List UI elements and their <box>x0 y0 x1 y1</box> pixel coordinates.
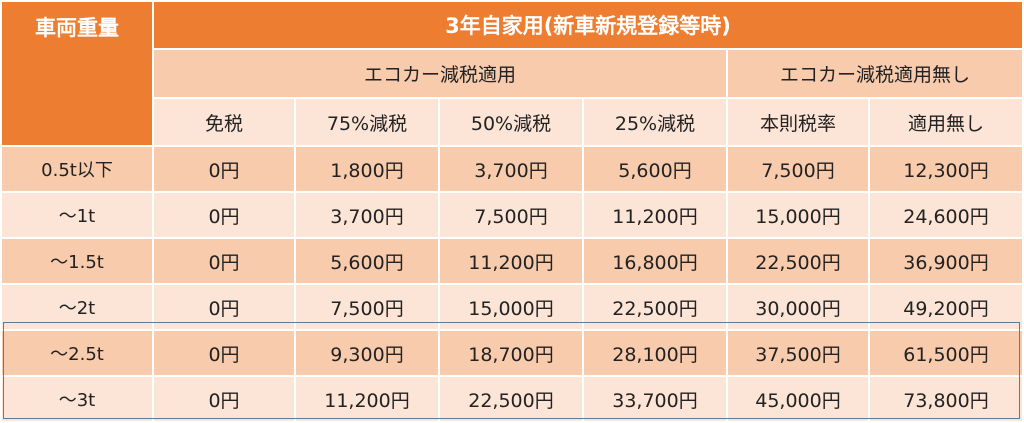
table-cell: 7,500円 <box>296 285 438 329</box>
column-header-75: 75%減税 <box>296 99 438 145</box>
group-no-eco-header: エコカー減税適用無し <box>728 50 1022 97</box>
table-cell: 0円 <box>154 147 294 191</box>
row-weight-label: 0.5t以下 <box>2 147 152 191</box>
table-cell: 22,500円 <box>440 377 582 421</box>
row-weight-label: 〜3t <box>2 377 152 421</box>
table-cell: 12,300円 <box>870 147 1022 191</box>
column-header-standard: 本則税率 <box>728 99 868 145</box>
table-cell: 45,000円 <box>728 377 868 421</box>
table-cell: 11,200円 <box>440 239 582 283</box>
column-header-50: 50%減税 <box>440 99 582 145</box>
table-cell: 5,600円 <box>584 147 726 191</box>
table-cell: 18,700円 <box>440 331 582 375</box>
table-cell: 49,200円 <box>870 285 1022 329</box>
table-cell: 28,100円 <box>584 331 726 375</box>
row-weight-label: 〜2t <box>2 285 152 329</box>
table-cell: 0円 <box>154 331 294 375</box>
weight-column-header: 車両重量 <box>2 2 152 145</box>
table-cell: 22,500円 <box>584 285 726 329</box>
table-cell: 61,500円 <box>870 331 1022 375</box>
row-weight-label: 〜2.5t <box>2 331 152 375</box>
table-row: 0.5t以下 0円 1,800円 3,700円 5,600円 7,500円 12… <box>2 147 1022 191</box>
table-row: 〜1t 0円 3,700円 7,500円 11,200円 15,000円 24,… <box>2 193 1022 237</box>
table-cell: 16,800円 <box>584 239 726 283</box>
table-cell: 1,800円 <box>296 147 438 191</box>
row-weight-label: 〜1.5t <box>2 239 152 283</box>
main-title: 3年自家用(新車新規登録等時) <box>154 2 1022 48</box>
table-cell: 11,200円 <box>296 377 438 421</box>
header-row-groups: エコカー減税適用 エコカー減税適用無し <box>2 50 1022 97</box>
table-cell: 11,200円 <box>584 193 726 237</box>
table-cell: 3,700円 <box>440 147 582 191</box>
table-cell: 9,300円 <box>296 331 438 375</box>
table-cell: 0円 <box>154 285 294 329</box>
table-cell: 36,900円 <box>870 239 1022 283</box>
table-cell: 24,600円 <box>870 193 1022 237</box>
group-eco-header: エコカー減税適用 <box>154 50 726 97</box>
column-header-exempt: 免税 <box>154 99 294 145</box>
table-cell: 30,000円 <box>728 285 868 329</box>
table-cell: 0円 <box>154 377 294 421</box>
table-cell: 33,700円 <box>584 377 726 421</box>
header-row-columns: 免税 75%減税 50%減税 25%減税 本則税率 適用無し <box>2 99 1022 145</box>
table-cell: 22,500円 <box>728 239 868 283</box>
column-header-not-applied: 適用無し <box>870 99 1022 145</box>
table-row: 〜3t 0円 11,200円 22,500円 33,700円 45,000円 7… <box>2 377 1022 421</box>
table-cell: 37,500円 <box>728 331 868 375</box>
header-row-title: 車両重量 3年自家用(新車新規登録等時) <box>2 2 1022 145</box>
table-cell: 0円 <box>154 193 294 237</box>
row-weight-label: 〜1t <box>2 193 152 237</box>
table-cell: 15,000円 <box>728 193 868 237</box>
table-cell: 15,000円 <box>440 285 582 329</box>
column-header-25: 25%減税 <box>584 99 726 145</box>
table-row: 〜2.5t 0円 9,300円 18,700円 28,100円 37,500円 … <box>2 331 1022 375</box>
table-cell: 7,500円 <box>440 193 582 237</box>
table-cell: 5,600円 <box>296 239 438 283</box>
table-row: 〜2t 0円 7,500円 15,000円 22,500円 30,000円 49… <box>2 285 1022 329</box>
table-cell: 73,800円 <box>870 377 1022 421</box>
table-cell: 7,500円 <box>728 147 868 191</box>
table-row: 〜1.5t 0円 5,600円 11,200円 16,800円 22,500円 … <box>2 239 1022 283</box>
table-cell: 0円 <box>154 239 294 283</box>
table-cell: 3,700円 <box>296 193 438 237</box>
